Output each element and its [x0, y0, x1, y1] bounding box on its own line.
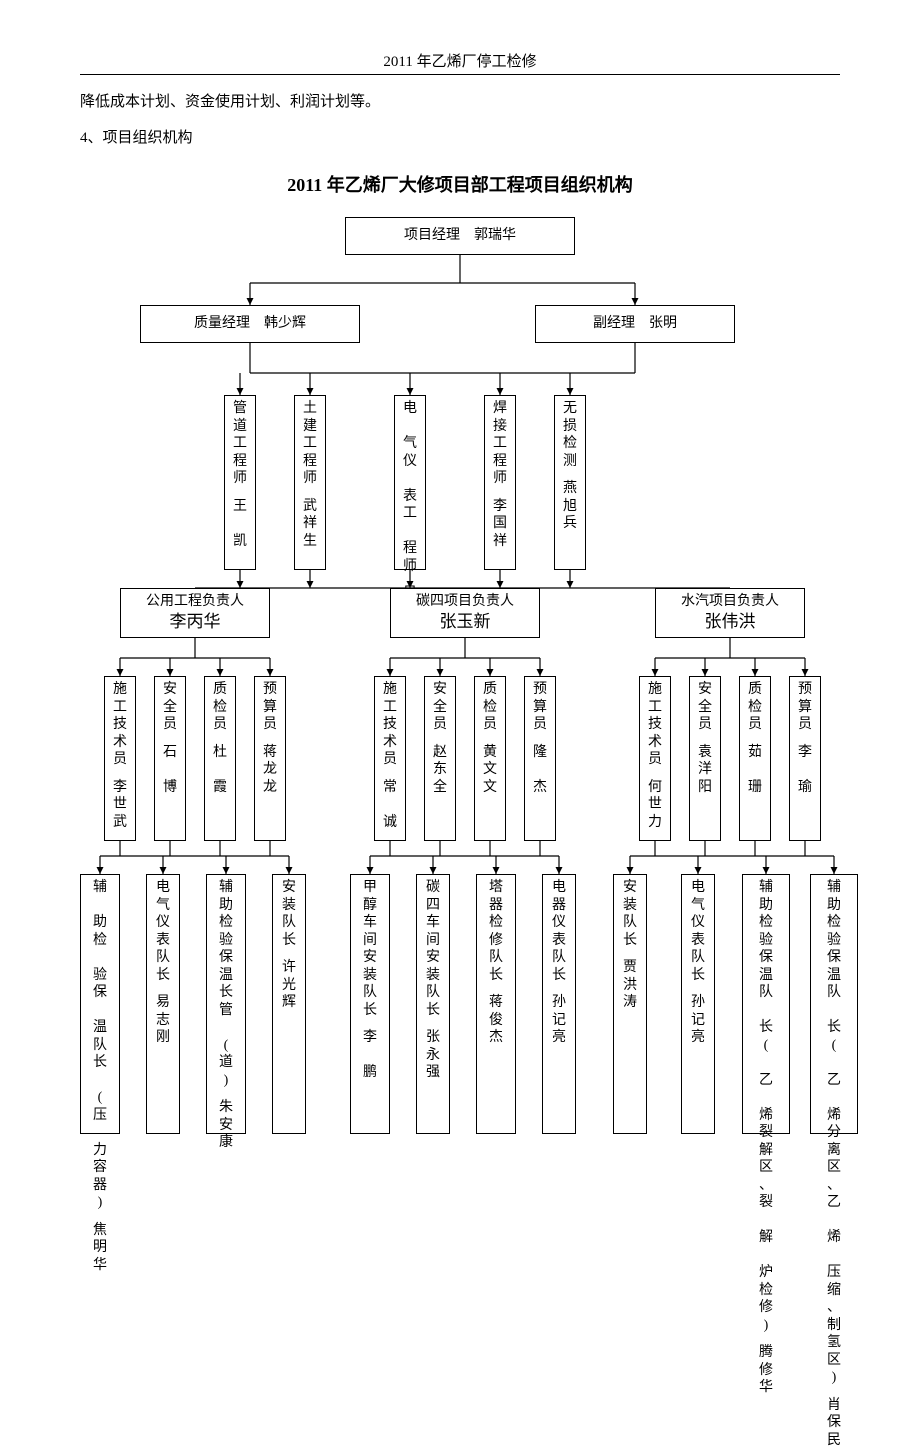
org-chart: 项目经理 郭瑞华质量经理 韩少辉 副经理 张明管道工程师王 凯 土建工程师武祥生 电 …	[80, 217, 850, 1277]
staff-box-0-0: 施工技术员李世武	[104, 676, 136, 841]
engineer-box-3: 焊接工程师李国祥	[484, 395, 516, 570]
team-box-2-0: 安装队长贾洪涛	[613, 874, 647, 1134]
intro-text: 降低成本计划、资金使用计划、利润计划等。	[80, 87, 840, 117]
quality-manager-box: 质量经理 韩少辉	[140, 305, 360, 343]
staff-box-0-3: 预算员蒋龙龙	[254, 676, 286, 841]
lead-box-0: 公用工程负责人李丙华	[120, 588, 270, 638]
engineer-box-1: 土建工程师武祥生	[294, 395, 326, 570]
lead-box-2: 水汽项目负责人张伟洪	[655, 588, 805, 638]
team-box-2-2: 辅助检验保温队 长( 乙 烯裂解区、裂 解 炉检修)腾修华	[742, 874, 790, 1134]
staff-box-1-3: 预算员隆 杰	[524, 676, 556, 841]
team-box-1-3: 电器仪表队长孙记亮	[542, 874, 576, 1134]
team-box-0-2: 辅助检验保温长管 (道)朱安康	[206, 874, 246, 1134]
team-box-0-0: 辅 助检 验保 温队长 (压 力容器)焦明华	[80, 874, 120, 1134]
engineer-box-2: 电 气仪 表工 程师吴三陵	[394, 395, 426, 570]
staff-box-2-0: 施工技术员何世力	[639, 676, 671, 841]
team-box-1-0: 甲醇车间安装队长李 鹏	[350, 874, 390, 1134]
staff-box-2-2: 质检员茹 珊	[739, 676, 771, 841]
team-box-2-3: 辅助检验保温队 长( 乙 烯分离区、乙 烯 压缩、制氢区)肖保民	[810, 874, 858, 1134]
engineer-box-4: 无损检测燕旭兵	[554, 395, 586, 570]
team-box-1-1: 碳四车间安装队长张永强	[416, 874, 450, 1134]
staff-box-1-1: 安全员赵东全	[424, 676, 456, 841]
deputy-manager-box: 副经理 张明	[535, 305, 735, 343]
staff-box-0-2: 质检员杜 霞	[204, 676, 236, 841]
page-header: 2011 年乙烯厂停工检修	[80, 50, 840, 75]
staff-box-1-2: 质检员黄文文	[474, 676, 506, 841]
team-box-0-1: 电气仪表队长易志刚	[146, 874, 180, 1134]
staff-box-1-0: 施工技术员常 诚	[374, 676, 406, 841]
team-box-0-3: 安装队长许光辉	[272, 874, 306, 1134]
staff-box-2-3: 预算员李 瑜	[789, 676, 821, 841]
team-box-1-2: 塔器检修队长蒋俊杰	[476, 874, 516, 1134]
section-number: 4、项目组织机构	[80, 123, 840, 153]
engineer-box-0: 管道工程师王 凯	[224, 395, 256, 570]
lead-box-1: 碳四项目负责人张玉新	[390, 588, 540, 638]
chart-title: 2011 年乙烯厂大修项目部工程项目组织机构	[80, 171, 840, 197]
team-box-2-1: 电气仪表队长孙记亮	[681, 874, 715, 1134]
staff-box-2-1: 安全员袁洋阳	[689, 676, 721, 841]
staff-box-0-1: 安全员石 博	[154, 676, 186, 841]
project-manager-box: 项目经理 郭瑞华	[345, 217, 575, 255]
